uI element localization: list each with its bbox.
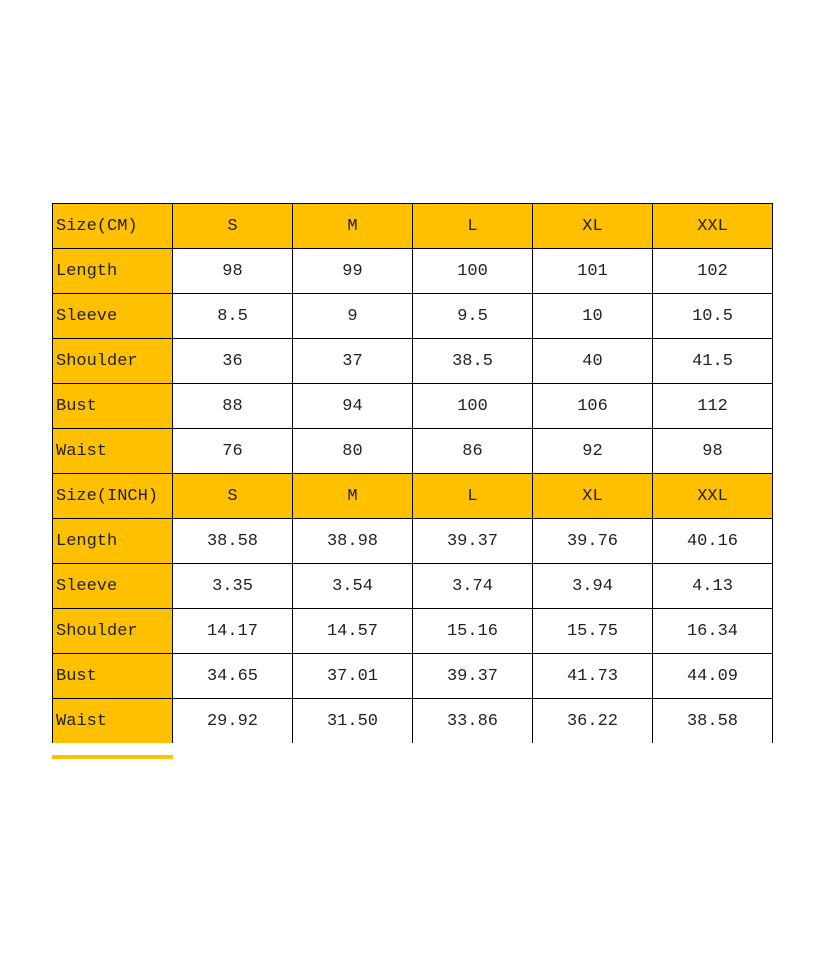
measurement-label: Waist [52, 698, 173, 743]
value-cell: 16.34 [652, 608, 773, 654]
value-cell: 112 [652, 383, 773, 429]
value-cell: 38.58 [652, 698, 773, 743]
unit-header-cell: Size(CM) [52, 203, 173, 249]
value-cell: 76 [172, 428, 293, 474]
table-row: Sleeve 3.35 3.54 3.74 3.94 4.13 [52, 563, 773, 609]
size-header-cell: XXL [652, 203, 773, 249]
size-header-cell: XXL [652, 473, 773, 519]
value-cell: 98 [652, 428, 773, 474]
size-header-cell: L [412, 473, 533, 519]
measurement-label: Bust [52, 653, 173, 699]
value-cell: 3.54 [292, 563, 413, 609]
value-cell: 8.5 [172, 293, 293, 339]
value-cell: 36.22 [532, 698, 653, 743]
value-cell: 29.92 [172, 698, 293, 743]
table-row: Shoulder 36 37 38.5 40 41.5 [52, 338, 773, 384]
table-row: Waist 29.92 31.50 33.86 36.22 38.58 [52, 698, 773, 743]
unit-header-cell: Size(INCH) [52, 473, 173, 519]
value-cell: 3.35 [172, 563, 293, 609]
value-cell: 86 [412, 428, 533, 474]
value-cell: 4.13 [652, 563, 773, 609]
table-row: Length 98 99 100 101 102 [52, 248, 773, 294]
value-cell: 40 [532, 338, 653, 384]
table-row: Bust 34.65 37.01 39.37 41.73 44.09 [52, 653, 773, 699]
table-row: Shoulder 14.17 14.57 15.16 15.75 16.34 [52, 608, 773, 654]
value-cell: 14.17 [172, 608, 293, 654]
size-header-cell: M [292, 203, 413, 249]
value-cell: 38.58 [172, 518, 293, 564]
value-cell: 38.5 [412, 338, 533, 384]
size-header-cell: XL [532, 203, 653, 249]
measurement-label: Shoulder [52, 338, 173, 384]
size-chart-table: Size(CM) S M L XL XXL Length 98 99 100 101 102 Sleev… [52, 203, 773, 743]
value-cell: 106 [532, 383, 653, 429]
value-cell: 37 [292, 338, 413, 384]
header-row: Size(INCH) S M L XL XXL [52, 473, 773, 519]
value-cell: 99 [292, 248, 413, 294]
value-cell: 14.57 [292, 608, 413, 654]
value-cell: 39.37 [412, 653, 533, 699]
value-cell: 88 [172, 383, 293, 429]
value-cell: 37.01 [292, 653, 413, 699]
value-cell: 39.37 [412, 518, 533, 564]
value-cell: 92 [532, 428, 653, 474]
measurement-label: Length [52, 518, 173, 564]
measurement-label: Sleeve [52, 293, 173, 339]
table-tail-strip [52, 755, 173, 759]
measurement-label: Sleeve [52, 563, 173, 609]
value-cell: 41.5 [652, 338, 773, 384]
value-cell: 3.74 [412, 563, 533, 609]
value-cell: 15.75 [532, 608, 653, 654]
value-cell: 10.5 [652, 293, 773, 339]
value-cell: 100 [412, 248, 533, 294]
value-cell: 101 [532, 248, 653, 294]
measurement-label: Bust [52, 383, 173, 429]
value-cell: 10 [532, 293, 653, 339]
value-cell: 36 [172, 338, 293, 384]
size-header-cell: L [412, 203, 533, 249]
table-row: Waist 76 80 86 92 98 [52, 428, 773, 474]
value-cell: 41.73 [532, 653, 653, 699]
value-cell: 98 [172, 248, 293, 294]
value-cell: 15.16 [412, 608, 533, 654]
header-row: Size(CM) S M L XL XXL [52, 203, 773, 249]
value-cell: 102 [652, 248, 773, 294]
table-row: Bust 88 94 100 106 112 [52, 383, 773, 429]
value-cell: 39.76 [532, 518, 653, 564]
value-cell: 40.16 [652, 518, 773, 564]
measurement-label: Shoulder [52, 608, 173, 654]
value-cell: 44.09 [652, 653, 773, 699]
size-header-cell: XL [532, 473, 653, 519]
value-cell: 31.50 [292, 698, 413, 743]
measurement-label: Waist [52, 428, 173, 474]
value-cell: 33.86 [412, 698, 533, 743]
value-cell: 80 [292, 428, 413, 474]
table-row: Length 38.58 38.98 39.37 39.76 40.16 [52, 518, 773, 564]
size-header-cell: M [292, 473, 413, 519]
value-cell: 38.98 [292, 518, 413, 564]
value-cell: 3.94 [532, 563, 653, 609]
size-header-cell: S [172, 203, 293, 249]
value-cell: 9 [292, 293, 413, 339]
value-cell: 9.5 [412, 293, 533, 339]
table-row: Sleeve 8.5 9 9.5 10 10.5 [52, 293, 773, 339]
measurement-label: Length [52, 248, 173, 294]
value-cell: 100 [412, 383, 533, 429]
size-header-cell: S [172, 473, 293, 519]
value-cell: 34.65 [172, 653, 293, 699]
value-cell: 94 [292, 383, 413, 429]
